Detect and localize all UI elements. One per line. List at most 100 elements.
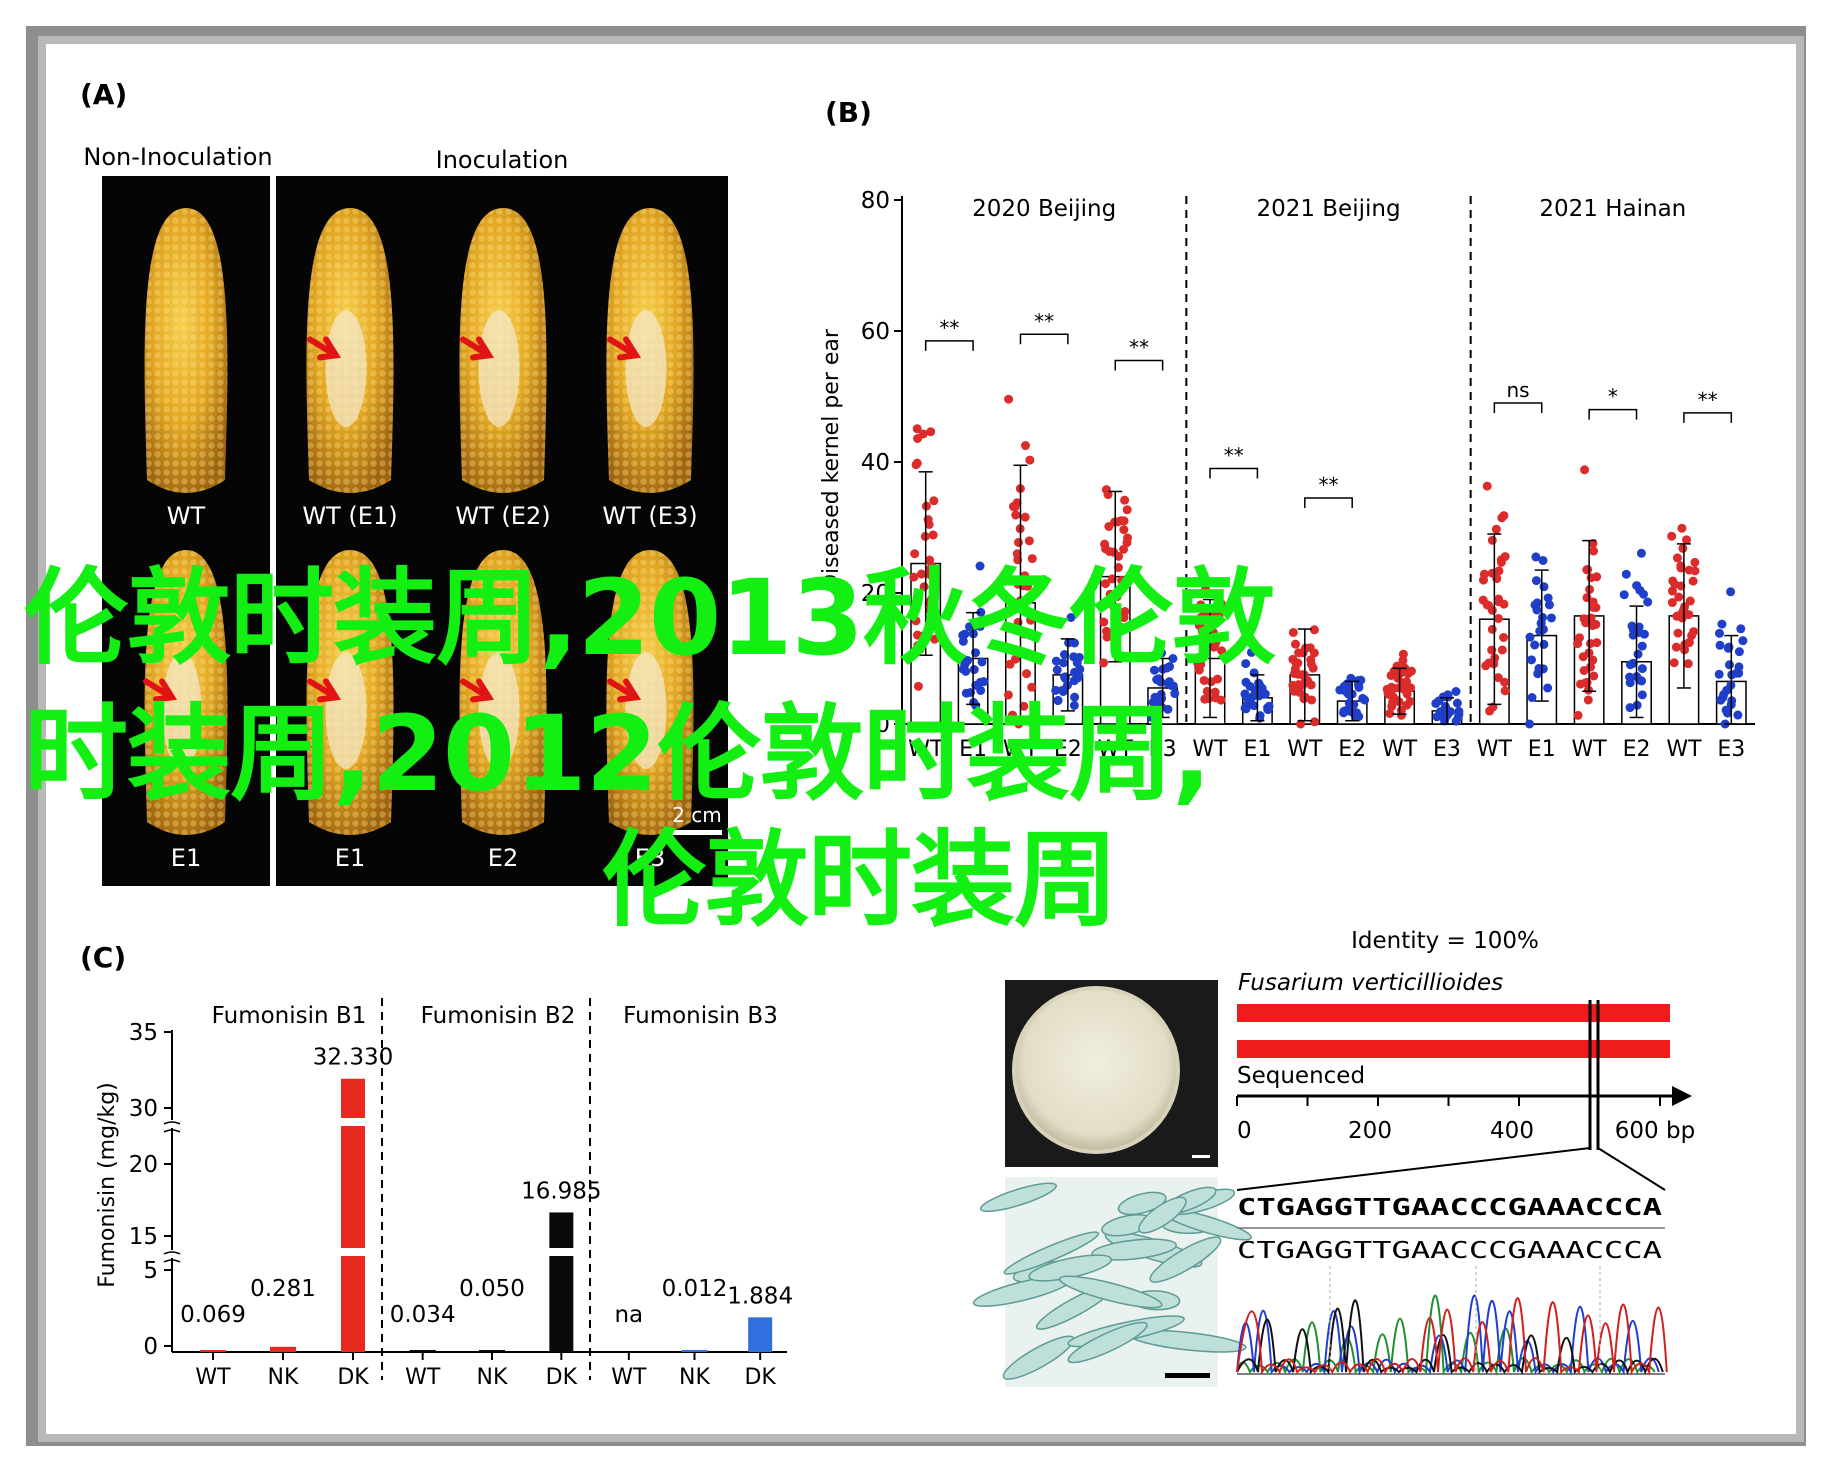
data-point bbox=[1053, 695, 1063, 705]
data-point bbox=[930, 634, 940, 644]
x-tick-label: E3 bbox=[1433, 737, 1461, 762]
bar bbox=[200, 1350, 226, 1352]
data-point bbox=[915, 645, 925, 655]
data-point bbox=[1487, 624, 1497, 634]
ear-label: E1 bbox=[335, 844, 365, 872]
data-point bbox=[1543, 593, 1553, 603]
data-point bbox=[1109, 602, 1119, 612]
data-point bbox=[1444, 707, 1454, 717]
significance-bracket bbox=[1588, 408, 1638, 420]
data-point bbox=[1025, 455, 1035, 465]
significance-bracket bbox=[1114, 359, 1164, 371]
data-point bbox=[1690, 557, 1700, 567]
watermark-line-3: 伦敦时装周 bbox=[602, 819, 1118, 941]
data-point bbox=[969, 665, 979, 675]
data-point bbox=[1494, 594, 1504, 604]
group-label-non-inoculation: Non-Inoculation bbox=[83, 143, 272, 171]
data-point bbox=[1677, 523, 1687, 533]
infection-patch bbox=[325, 652, 367, 769]
zoom-line-right bbox=[1597, 1147, 1666, 1191]
ear-label: WT bbox=[167, 502, 206, 530]
bp-tick-label: 0 bbox=[1237, 1118, 1252, 1144]
data-point bbox=[1674, 592, 1684, 602]
data-point bbox=[961, 655, 971, 665]
data-point bbox=[1734, 647, 1744, 657]
data-point bbox=[1123, 533, 1133, 543]
data-point bbox=[1020, 571, 1030, 581]
arrow-icon bbox=[307, 336, 342, 361]
ear-label: WT (E2) bbox=[455, 502, 550, 530]
data-point bbox=[1066, 612, 1076, 622]
data-point bbox=[1688, 576, 1698, 586]
data-point bbox=[1546, 613, 1556, 623]
data-point bbox=[1478, 595, 1488, 605]
data-point bbox=[926, 614, 936, 624]
data-point bbox=[1101, 485, 1111, 495]
data-point bbox=[1119, 516, 1129, 526]
x-tick-label: WT bbox=[1192, 737, 1228, 762]
data-point bbox=[1198, 577, 1208, 587]
data-point bbox=[1714, 669, 1724, 679]
data-point bbox=[1479, 569, 1489, 579]
data-point bbox=[918, 429, 928, 439]
x-tick-label: DK bbox=[744, 1365, 776, 1390]
group-title: Fumonisin B1 bbox=[212, 1003, 367, 1029]
data-point bbox=[1114, 621, 1124, 631]
data-point bbox=[1104, 522, 1114, 532]
data-point bbox=[1393, 673, 1403, 683]
data-point bbox=[1214, 611, 1224, 621]
data-point bbox=[1683, 659, 1693, 669]
data-point bbox=[1241, 702, 1251, 712]
data-point bbox=[1673, 628, 1683, 638]
data-point bbox=[1685, 596, 1695, 606]
data-point bbox=[1020, 441, 1030, 451]
data-label: 0.069 bbox=[180, 1302, 246, 1328]
data-point bbox=[1530, 640, 1540, 650]
data-point bbox=[1543, 683, 1553, 693]
data-point bbox=[1714, 628, 1724, 638]
data-point bbox=[1583, 695, 1593, 705]
data-point bbox=[1241, 677, 1251, 687]
x-tick-label: WT bbox=[1572, 737, 1608, 762]
data-point bbox=[1022, 669, 1032, 679]
bp-tick-label: 600 bp bbox=[1615, 1118, 1695, 1144]
data-point bbox=[1194, 621, 1204, 631]
data-point bbox=[1667, 586, 1677, 596]
data-point bbox=[1156, 689, 1166, 699]
significance-label: ** bbox=[1129, 335, 1149, 359]
data-point bbox=[1216, 599, 1226, 609]
data-point bbox=[1101, 626, 1111, 636]
arrow-icon bbox=[607, 678, 642, 703]
corn-ear-kernels bbox=[144, 208, 228, 493]
bar bbox=[409, 1350, 436, 1352]
y-tick-label: 20 bbox=[129, 1152, 158, 1178]
data-point bbox=[1715, 640, 1725, 650]
data-point bbox=[1241, 659, 1251, 669]
data-point bbox=[1539, 582, 1549, 592]
data-point bbox=[958, 630, 968, 640]
data-point bbox=[1293, 658, 1303, 668]
spore bbox=[1149, 1236, 1222, 1283]
data-point bbox=[1170, 689, 1180, 699]
data-point bbox=[1310, 717, 1320, 727]
data-point bbox=[1625, 678, 1635, 688]
infection-patch bbox=[325, 310, 367, 427]
data-point bbox=[1206, 677, 1216, 687]
infection-patch bbox=[625, 310, 667, 427]
data-point bbox=[1051, 685, 1061, 695]
data-point bbox=[1491, 524, 1501, 534]
data-point bbox=[1211, 637, 1221, 647]
y-tick-label: 5 bbox=[143, 1258, 158, 1284]
panel-b: (B) Diseased kernel per ear 0 20 40 60 80 202… bbox=[819, 96, 1755, 762]
data-point bbox=[1574, 633, 1584, 643]
data-point bbox=[1680, 639, 1690, 649]
data-point bbox=[1102, 596, 1112, 606]
data-point bbox=[1530, 600, 1540, 610]
data-point bbox=[1070, 638, 1080, 648]
data-point bbox=[1667, 531, 1677, 541]
data-point bbox=[1157, 702, 1167, 712]
data-point bbox=[910, 549, 920, 559]
data-point bbox=[1294, 648, 1304, 658]
data-point bbox=[1099, 617, 1109, 627]
spore bbox=[1058, 1275, 1163, 1309]
